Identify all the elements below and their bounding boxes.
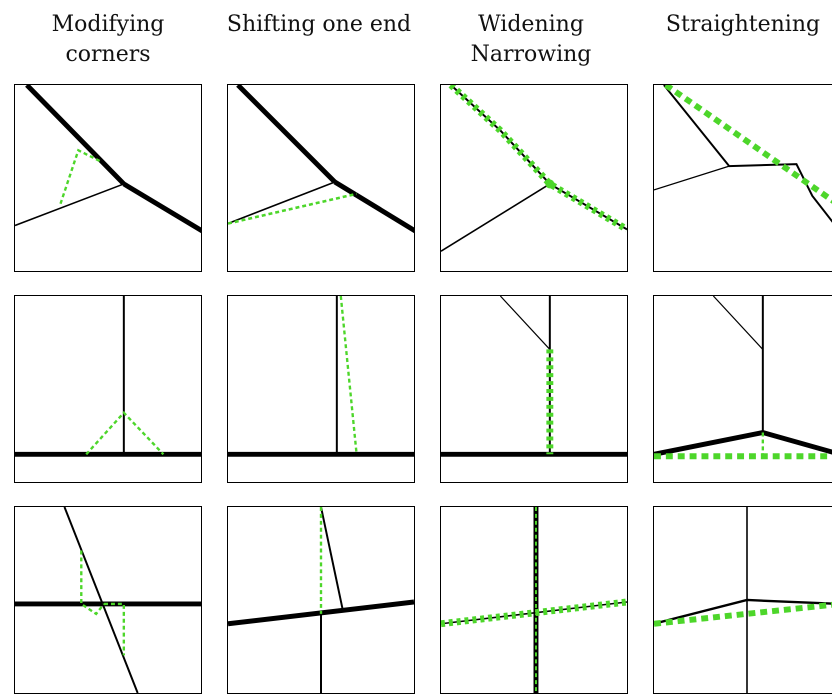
panel-graphic: [228, 85, 414, 234]
panel-graphic: [228, 296, 414, 457]
edge-thick: [654, 429, 832, 457]
edge-thick: [25, 85, 126, 186]
edge-thin: [499, 296, 551, 350]
straightened-edge: [664, 85, 832, 204]
panel-graphic: [441, 507, 627, 693]
edge-thin: [320, 507, 344, 611]
edge-path: [654, 598, 832, 625]
panel-graphic: [654, 85, 832, 223]
panel-graphic: [15, 507, 201, 693]
panel-modifying-corners-1: [14, 84, 202, 272]
panel-shifting-one-end-3: [227, 506, 415, 694]
header-line: Narrowing: [470, 42, 592, 67]
edge-thin: [63, 507, 139, 693]
panel-modifying-corners-2: [14, 295, 202, 483]
panel-straightening-3: [653, 506, 832, 694]
panel-widening-narrowing-2: [440, 295, 628, 483]
edge-thick: [122, 181, 201, 234]
modified-corner: [85, 410, 165, 456]
panel-shifting-one-end-1: [227, 84, 415, 272]
panel-modifying-corners-3: [14, 506, 202, 694]
header-line: Modifying: [51, 12, 165, 37]
panel-widening-narrowing-1: [440, 84, 628, 272]
widened-edge: [448, 85, 627, 233]
panel-graphic: [654, 507, 832, 693]
panel-widening-narrowing-3: [440, 506, 628, 694]
junction-node: [545, 179, 555, 189]
header-line: corners: [65, 42, 151, 67]
panel-graphic: [15, 85, 201, 234]
column-header-modifying-corners: Modifying corners: [3, 10, 213, 70]
panel-graphic: [441, 85, 627, 252]
modified-corner: [80, 550, 105, 616]
shifted-edge: [339, 296, 358, 455]
modified-corner: [59, 148, 103, 205]
panel-graphic: [441, 296, 627, 457]
panel-graphic: [15, 296, 201, 457]
edge-thin: [654, 165, 730, 191]
panel-straightening-2: [653, 295, 832, 483]
column-header-widening-narrowing: Widening Narrowing: [426, 10, 636, 70]
edge-thin: [712, 296, 764, 350]
straightened-edge: [654, 601, 832, 627]
edge-thick: [236, 85, 337, 184]
header-line: Widening: [478, 12, 584, 37]
column-header-straightening: Straightening: [638, 10, 832, 40]
header-line: Straightening: [665, 12, 821, 37]
panel-graphic: [654, 296, 832, 460]
panel-shifting-one-end-2: [227, 295, 415, 483]
edge-thin: [15, 183, 125, 227]
edge-thick: [333, 179, 414, 234]
column-header-shifting-one-end: Shifting one end: [214, 10, 424, 40]
panel-straightening-1: [653, 84, 832, 272]
edge-path: [663, 85, 832, 223]
edge-thin: [228, 181, 336, 225]
header-line: Shifting one end: [226, 12, 412, 37]
edge-thin: [441, 601, 627, 625]
edge-thin: [441, 183, 551, 252]
panel-graphic: [228, 507, 414, 693]
shifted-edge: [228, 192, 357, 225]
